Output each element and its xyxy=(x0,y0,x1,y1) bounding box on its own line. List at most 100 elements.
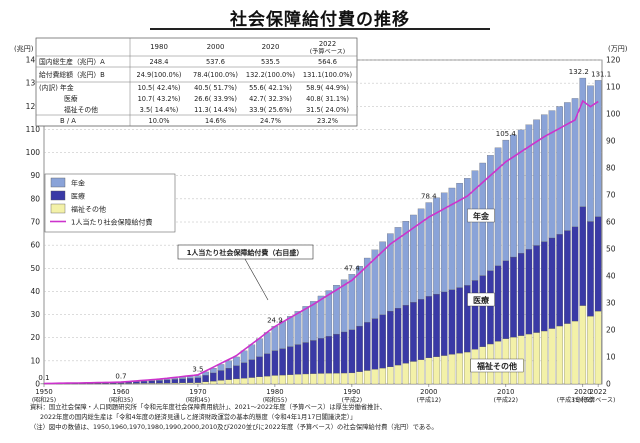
legend-swatch xyxy=(50,203,66,214)
table-cell: 14.6% xyxy=(205,117,226,125)
bar-welfare xyxy=(240,378,248,385)
bar-medical xyxy=(256,356,263,377)
table-cell: 40.5( 51.7%) xyxy=(194,84,237,92)
bar-welfare xyxy=(340,372,348,385)
legend-swatch xyxy=(50,177,66,188)
legend-label: 年金 xyxy=(71,179,85,188)
bar-welfare xyxy=(540,330,548,385)
bar-medical xyxy=(163,379,171,384)
page-title: 社会保障給付費の推移 xyxy=(230,10,410,30)
left-tick-label: 10 xyxy=(30,356,40,365)
bar-medical xyxy=(233,365,240,380)
bar-pension xyxy=(433,197,440,295)
table-header: (予算ベース) xyxy=(310,48,345,56)
bar-medical xyxy=(387,310,394,367)
data-table: 1980 2000 2020 2022(予算ベース) 国内総生産（兆円）A 248.4 53… xyxy=(35,37,358,127)
bar-pension xyxy=(263,332,271,354)
bar-pension xyxy=(194,375,202,378)
table-row-label: 医療 xyxy=(64,94,78,103)
bar-pension xyxy=(217,364,225,371)
bar-pension xyxy=(456,182,463,288)
legend-label: 1人当たり社会保障給付費 xyxy=(71,218,152,227)
bar-welfare xyxy=(263,376,271,385)
label-welfare: 福祉その他 xyxy=(476,361,517,371)
bar-pension xyxy=(333,285,340,335)
x-tick-era: (昭和35) xyxy=(109,396,133,404)
legend-box xyxy=(44,173,176,233)
bar-pension xyxy=(425,202,433,297)
bar-welfare xyxy=(533,332,540,385)
bar-pension xyxy=(240,350,248,363)
bar-welfare xyxy=(363,370,371,385)
left-tick-label: 20 xyxy=(30,333,40,342)
bar-pension xyxy=(340,279,348,333)
bar-pension xyxy=(471,170,479,281)
total-label: 3.5 xyxy=(192,366,203,374)
bar-welfare xyxy=(410,361,417,385)
bar-welfare xyxy=(556,325,563,385)
x-tick-label: 2022 xyxy=(589,388,606,396)
callout-box xyxy=(177,244,314,260)
legend-label: 福祉その他 xyxy=(71,205,106,214)
left-tick-label: 90 xyxy=(30,171,40,180)
bar-welfare xyxy=(217,380,225,385)
total-label: 132.2 xyxy=(569,68,589,76)
label-pension: 年金 xyxy=(473,211,490,221)
bar-welfare xyxy=(356,371,363,385)
bar-welfare xyxy=(225,379,232,385)
x-tick-era: (平成12) xyxy=(417,396,441,404)
left-tick-label: 60 xyxy=(30,241,40,250)
label-medical-box xyxy=(467,292,495,307)
table-cell: 58.9( 44.9%) xyxy=(306,84,349,92)
right-tick-label: 30 xyxy=(606,299,616,308)
x-tick-era: (平成2) xyxy=(342,396,363,404)
table-row-label: 給付費総額（兆円）B xyxy=(39,70,105,79)
bar-pension xyxy=(502,139,510,262)
x-tick-label: 2010 xyxy=(497,388,514,396)
bar-medical xyxy=(202,375,209,382)
bar-medical xyxy=(410,302,417,362)
bar-medical xyxy=(325,336,333,374)
bar-welfare xyxy=(594,310,602,385)
bar-welfare xyxy=(202,381,209,385)
table-cell: 55.6( 42.1%) xyxy=(249,84,292,92)
table-row-label: B / A xyxy=(60,117,76,125)
x-tick-label: 1990 xyxy=(343,388,360,396)
bar-medical xyxy=(379,314,386,369)
bar-welfare xyxy=(279,374,286,385)
bar-pension xyxy=(379,241,386,315)
table-cell: 11.3( 14.4%) xyxy=(194,106,237,114)
bar-welfare xyxy=(194,382,202,385)
bar-medical xyxy=(240,362,248,379)
title-underline xyxy=(150,28,490,30)
bar-medical xyxy=(248,359,256,378)
left-tick-label: 40 xyxy=(30,287,40,296)
bar-pension xyxy=(587,85,594,222)
bar-medical xyxy=(517,253,525,336)
callout-text: 1人当たり社会保障給付費（右目盛） xyxy=(187,248,304,257)
legend-swatch xyxy=(50,190,66,201)
bar-welfare xyxy=(448,354,456,385)
table-header: 1980 xyxy=(150,43,168,51)
bar-pension xyxy=(279,321,286,349)
bar-medical xyxy=(556,234,563,327)
bar-welfare xyxy=(417,359,425,385)
bar-medical xyxy=(433,293,440,357)
x-tick-era: (予算ベース) xyxy=(581,396,615,404)
right-tick-label: 0 xyxy=(606,380,611,389)
bar-pension xyxy=(394,227,402,309)
legend-label: 医療 xyxy=(71,192,85,201)
bar-medical xyxy=(302,342,309,375)
bar-medical xyxy=(456,287,463,354)
table-row-label: 国内総生産（兆円）A xyxy=(39,57,105,66)
bar-medical xyxy=(194,377,202,383)
table-header: 2000 xyxy=(207,43,225,51)
bar-medical xyxy=(394,308,402,366)
right-tick-label: 120 xyxy=(606,56,621,65)
total-label: 0.7 xyxy=(115,372,126,380)
x-tick-era: (昭和55) xyxy=(263,396,287,404)
right-tick-label: 20 xyxy=(606,326,616,335)
bar-welfare xyxy=(310,373,317,385)
table-cell: 131.1(100.0%) xyxy=(303,71,352,79)
